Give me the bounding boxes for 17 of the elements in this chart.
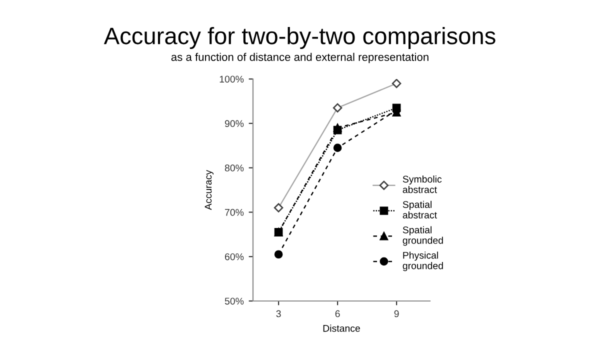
legend-label: Physical grounded [402,252,443,272]
y-tick-label: 50% [224,298,244,305]
x-tick-label: 9 [394,310,399,318]
chart-subtitle: as a function of distance and external representation [171,52,428,64]
x-tick-label: 6 [335,310,340,318]
y-axis-title: Accuracy [204,170,214,210]
y-tick-label: 80% [224,164,244,172]
x-axis-title: Distance [323,324,360,332]
y-tick-label: 70% [225,208,244,216]
legend-label: Spatial abstract [402,200,437,218]
legend-label: Spatial grounded [402,226,443,246]
y-tick-label: 100% [220,76,244,83]
chart-title: Accuracy for two-by-two comparisons [104,26,496,50]
legend-label: Symbolic abstract [402,175,442,194]
y-tick-label: 90% [224,120,244,128]
y-tick-label: 60% [225,253,244,260]
x-tick-label: 3 [276,310,281,318]
